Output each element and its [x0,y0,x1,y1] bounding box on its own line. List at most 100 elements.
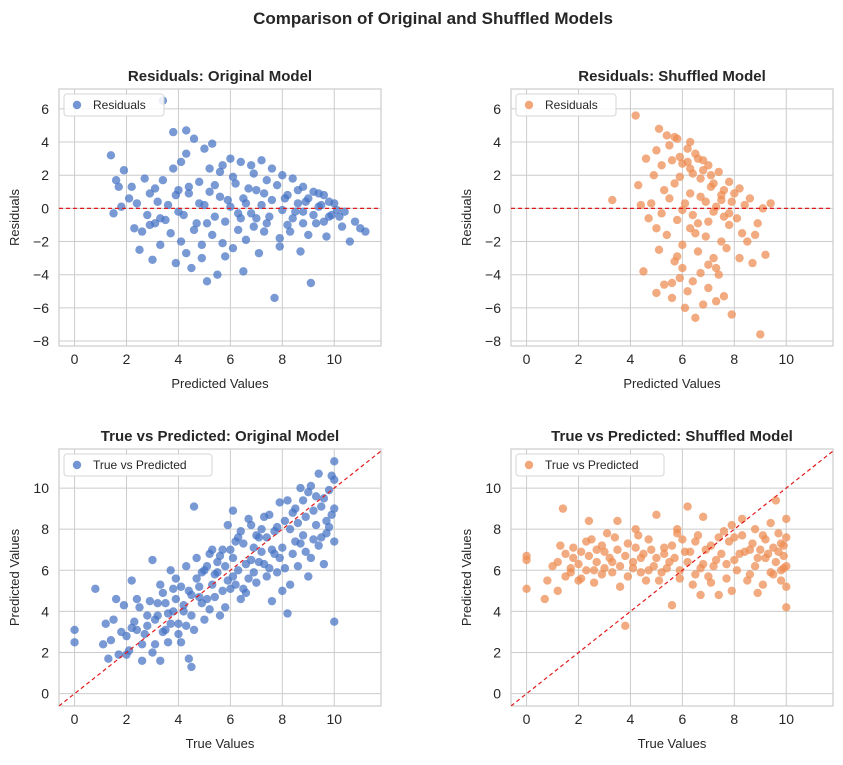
data-point [745,570,755,579]
data-point [652,146,661,155]
data-point [182,248,191,258]
data-point [262,533,271,542]
data-point [587,535,596,544]
data-point [345,237,355,246]
data-point [561,572,570,581]
y-tick-label: 6 [41,101,49,117]
subplot-1: 0 2 4 6 8 10 −8 −6 −4 −2 0 2 4 6 Residuals: Original M… [7,68,382,391]
y-tick-label: 0 [41,200,49,216]
data-point [166,229,175,238]
data-point [675,273,684,283]
data-point [156,656,165,665]
data-point [711,297,721,306]
data-point [698,512,708,522]
data-point [182,621,191,631]
data-point [330,537,339,546]
data-point [589,578,599,587]
data-point [259,227,269,236]
x-tick-label: 10 [778,351,794,367]
data-point [317,502,326,511]
data-point [574,559,583,569]
data-point [719,292,729,301]
data-point [278,171,287,180]
data-point [683,287,692,296]
subplot-3: 0 2 4 6 8 10 0 2 4 6 8 10 True vs Predicted: Origina… [7,428,382,751]
data-point [228,172,238,182]
data-point [244,514,253,524]
data-point [226,545,235,554]
data-point [672,252,682,261]
data-point [696,268,705,278]
legend-marker [72,100,82,110]
y-tick-label: 10 [485,480,501,496]
data-point [615,582,625,591]
data-point [158,588,168,598]
data-point [691,229,700,238]
data-point [246,161,256,170]
data-point [262,175,271,185]
data-point [314,189,323,198]
data-point [239,267,248,276]
data-point [782,582,791,591]
data-point [184,654,194,663]
data-point [192,574,201,583]
x-tick-label: 6 [226,351,234,367]
y-tick-label: 8 [493,521,501,537]
data-point [233,533,243,542]
data-point [189,502,199,511]
data-point [267,195,277,205]
data-point [195,582,204,591]
data-point [304,194,313,203]
data-point [239,539,248,548]
data-point [140,174,149,183]
data-point [615,561,625,571]
data-point [636,568,646,577]
data-point [252,578,261,587]
data-point [600,564,609,573]
data-point [306,278,316,288]
data-point [670,132,679,142]
data-point [192,553,201,563]
data-point [753,553,762,563]
data-point [244,574,253,583]
y-tick-label: 0 [493,686,501,702]
data-point [70,625,79,635]
data-point [127,623,136,633]
data-point [678,263,687,273]
data-point [763,549,773,559]
x-tick-label: 6 [226,711,234,727]
data-point [304,572,313,581]
data-point [675,152,684,162]
data-point [740,547,749,556]
data-point [610,533,620,542]
data-point [680,303,690,313]
data-point [298,531,308,540]
data-point [257,547,266,556]
data-point [257,156,266,165]
data-point [169,164,178,173]
data-point [215,611,225,620]
data-point [660,185,669,195]
data-point [662,564,672,573]
data-point [156,214,165,223]
data-point [685,137,695,147]
data-point [114,650,123,659]
data-point [218,161,227,170]
data-point [665,141,674,150]
data-point [675,172,684,182]
x-tick-label: 2 [123,711,131,727]
y-axis-label: Residuals [459,188,474,246]
data-point [184,586,194,596]
data-point [319,559,329,569]
data-point [156,580,165,589]
plot-frame [510,448,834,707]
data-point [298,207,308,216]
data-point [714,167,723,177]
data-point [280,564,290,573]
data-point [187,662,196,672]
data-point [296,483,305,493]
data-point [189,134,199,143]
data-point [202,594,212,604]
legend-label: True vs Predicted [545,458,639,472]
